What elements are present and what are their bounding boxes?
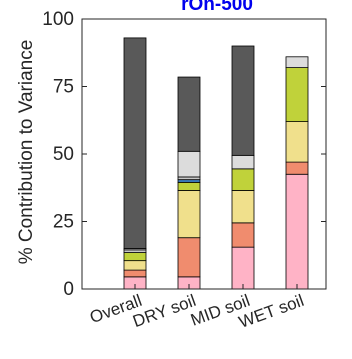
y-tick-label: 100 (42, 9, 74, 30)
bar-segment (177, 76, 201, 152)
bar-segment (177, 150, 201, 178)
bar-segment (123, 249, 147, 253)
bar-segment (285, 56, 309, 68)
y-tick-label: 25 (53, 212, 74, 233)
chart-title: rOn-500 (181, 0, 253, 15)
bar-segment (285, 161, 309, 175)
bar-segment (177, 190, 201, 239)
bar-segment (231, 168, 255, 191)
bar-segment (231, 154, 255, 170)
bar-segment (285, 121, 309, 163)
bar-segment (177, 181, 201, 191)
bar-segment (231, 246, 255, 290)
bar-segment (123, 269, 147, 278)
y-axis-label: % Contribution to Variance (16, 40, 37, 265)
bar-segment (285, 173, 309, 290)
bar-segment (177, 179, 201, 183)
bar-segment (231, 190, 255, 224)
bar-segment (123, 252, 147, 262)
bar-segment (177, 237, 201, 278)
bar-segment (177, 176, 201, 181)
bar-segment (231, 45, 255, 156)
bar-segment (285, 67, 309, 122)
y-tick-label: 0 (63, 279, 74, 300)
y-tick-label: 75 (53, 77, 74, 98)
bars-group (123, 37, 309, 290)
y-tick-label: 50 (53, 144, 74, 165)
bar-segment (123, 37, 147, 249)
bar-segment (123, 260, 147, 271)
bar-segment (231, 222, 255, 248)
